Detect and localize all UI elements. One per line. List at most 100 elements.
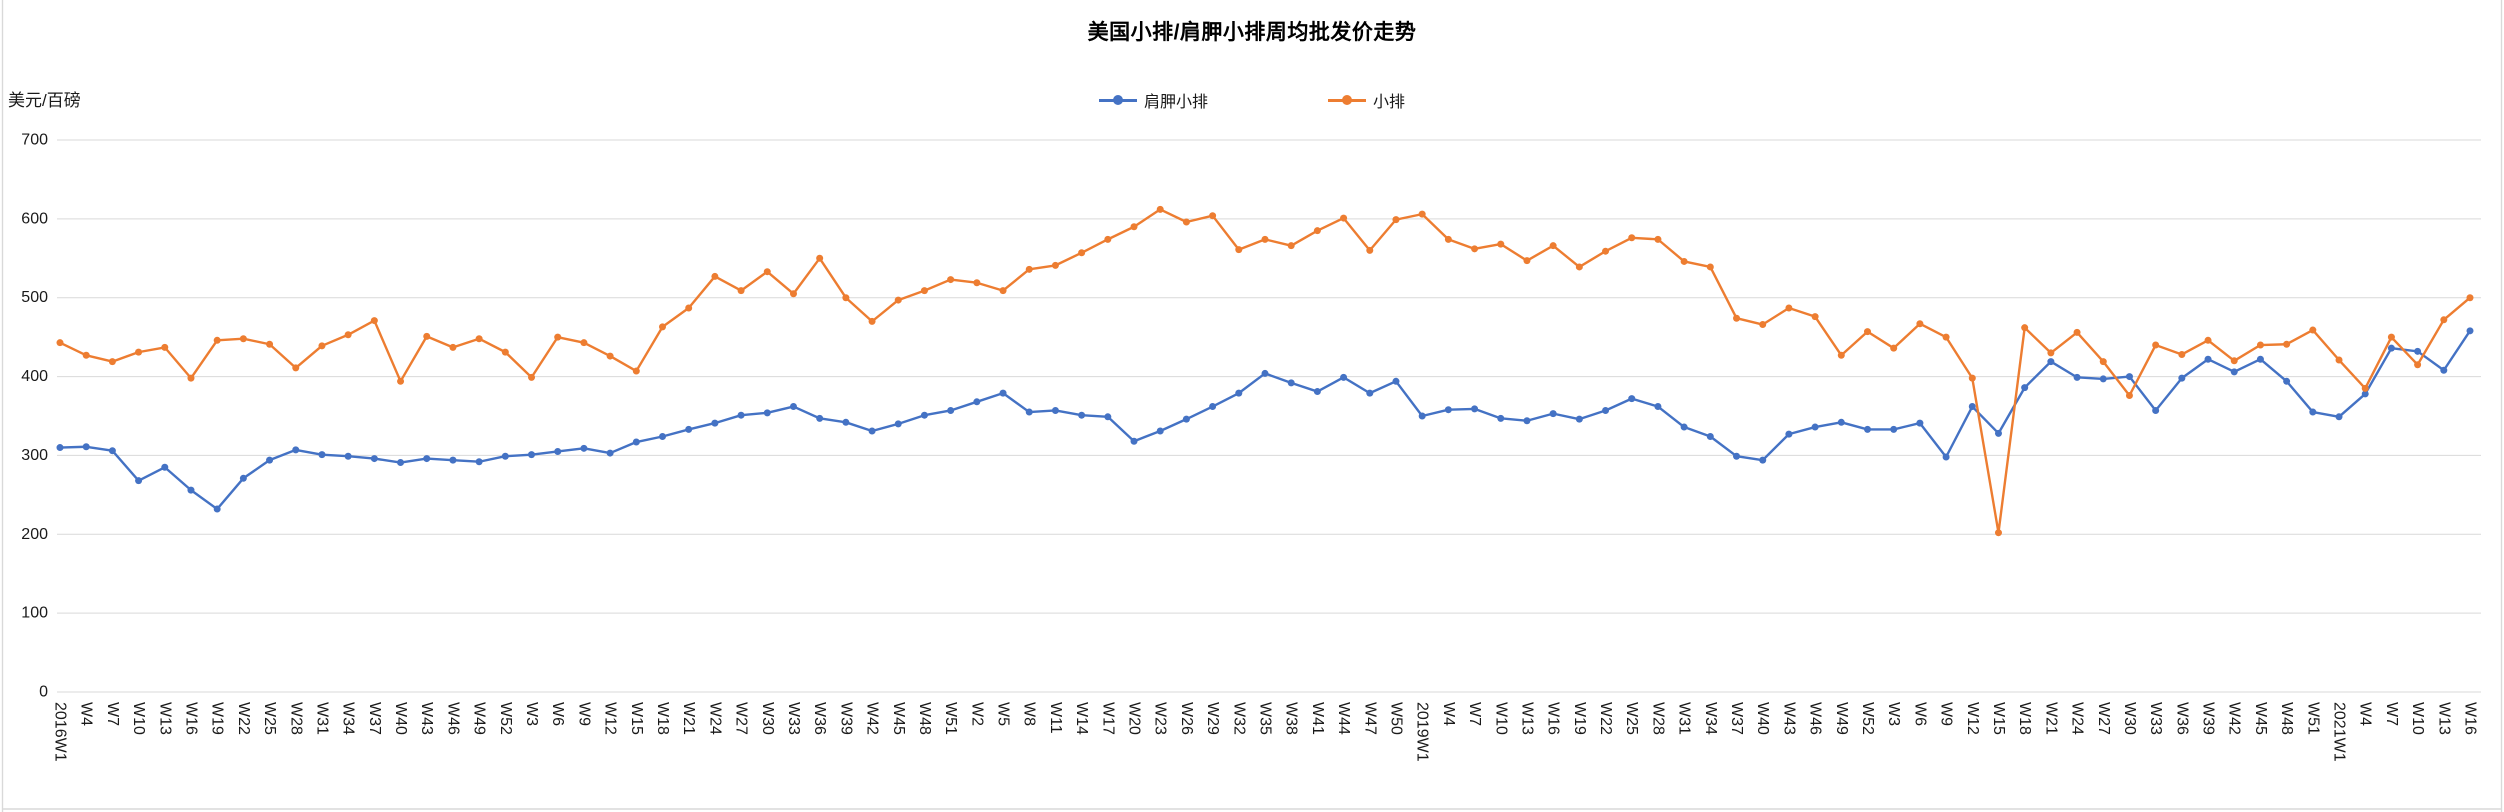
data-point-marker[interactable] bbox=[1392, 216, 1400, 224]
data-point-marker[interactable] bbox=[659, 433, 666, 441]
data-point-marker[interactable] bbox=[554, 447, 562, 455]
data-point-marker[interactable] bbox=[868, 317, 876, 325]
data-point-marker[interactable] bbox=[56, 339, 64, 347]
data-point-marker[interactable] bbox=[1051, 406, 1059, 414]
data-point-marker[interactable] bbox=[135, 477, 143, 485]
data-point-marker[interactable] bbox=[1968, 374, 1976, 382]
data-point-marker[interactable] bbox=[2178, 350, 2186, 358]
data-point-marker[interactable] bbox=[842, 294, 850, 302]
data-point-marker[interactable] bbox=[1156, 205, 1164, 213]
data-point-marker[interactable] bbox=[1366, 246, 1374, 254]
data-point-marker[interactable] bbox=[2099, 375, 2107, 383]
data-point-marker[interactable] bbox=[56, 444, 64, 452]
data-point-marker[interactable] bbox=[1575, 263, 1583, 271]
data-point-marker[interactable] bbox=[370, 317, 378, 325]
data-point-marker[interactable] bbox=[449, 343, 457, 351]
data-point-marker[interactable] bbox=[1313, 388, 1321, 396]
data-point-marker[interactable] bbox=[1025, 408, 1033, 416]
data-point-marker[interactable] bbox=[1235, 389, 1243, 397]
data-point-marker[interactable] bbox=[789, 290, 797, 298]
data-point-marker[interactable] bbox=[1340, 373, 1348, 381]
data-point-marker[interactable] bbox=[789, 403, 797, 411]
data-point-marker[interactable] bbox=[1654, 235, 1662, 243]
data-point-marker[interactable] bbox=[2335, 413, 2343, 421]
data-point-marker[interactable] bbox=[711, 419, 719, 427]
data-point-marker[interactable] bbox=[2335, 356, 2343, 364]
data-point-marker[interactable] bbox=[711, 272, 719, 280]
data-point-marker[interactable] bbox=[1628, 395, 1636, 403]
data-point-marker[interactable] bbox=[1811, 313, 1819, 321]
data-point-marker[interactable] bbox=[318, 342, 326, 350]
data-point-marker[interactable] bbox=[1733, 314, 1741, 322]
data-point-marker[interactable] bbox=[1785, 304, 1793, 312]
data-point-marker[interactable] bbox=[1418, 412, 1426, 420]
data-point-marker[interactable] bbox=[816, 254, 824, 262]
data-point-marker[interactable] bbox=[1654, 403, 1662, 411]
data-point-marker[interactable] bbox=[1759, 321, 1767, 329]
data-point-marker[interactable] bbox=[1130, 437, 1138, 445]
data-point-marker[interactable] bbox=[1444, 235, 1452, 243]
data-point-marker[interactable] bbox=[449, 456, 457, 464]
data-point-marker[interactable] bbox=[135, 348, 143, 356]
legend-item-shoulder-rib[interactable]: 肩胛小排 bbox=[1098, 88, 1208, 112]
data-point-marker[interactable] bbox=[947, 276, 955, 284]
data-point-marker[interactable] bbox=[999, 389, 1007, 397]
data-point-marker[interactable] bbox=[1628, 234, 1636, 242]
data-point-marker[interactable] bbox=[1366, 389, 1374, 397]
data-point-marker[interactable] bbox=[528, 451, 536, 459]
data-point-marker[interactable] bbox=[894, 420, 902, 428]
data-point-marker[interactable] bbox=[213, 336, 221, 344]
data-point-marker[interactable] bbox=[1130, 223, 1138, 231]
data-point-marker[interactable] bbox=[1025, 265, 1033, 273]
data-point-marker[interactable] bbox=[2204, 336, 2212, 344]
data-point-marker[interactable] bbox=[213, 505, 221, 513]
data-point-marker[interactable] bbox=[1497, 240, 1505, 248]
data-point-marker[interactable] bbox=[2047, 349, 2055, 357]
data-point-marker[interactable] bbox=[2466, 294, 2474, 302]
data-point-marker[interactable] bbox=[2361, 390, 2369, 398]
data-point-marker[interactable] bbox=[2256, 355, 2264, 363]
data-point-marker[interactable] bbox=[2178, 374, 2186, 382]
data-point-marker[interactable] bbox=[2230, 357, 2238, 365]
data-point-marker[interactable] bbox=[344, 331, 352, 339]
data-point-marker[interactable] bbox=[2073, 328, 2081, 336]
data-point-marker[interactable] bbox=[2283, 377, 2291, 385]
data-point-marker[interactable] bbox=[763, 268, 771, 276]
data-point-marker[interactable] bbox=[685, 304, 693, 312]
data-point-marker[interactable] bbox=[1890, 344, 1898, 352]
data-point-marker[interactable] bbox=[1418, 210, 1426, 218]
data-point-marker[interactable] bbox=[475, 458, 483, 466]
data-point-marker[interactable] bbox=[1680, 257, 1688, 265]
data-point-marker[interactable] bbox=[1340, 214, 1348, 222]
data-point-marker[interactable] bbox=[2256, 341, 2264, 349]
data-point-marker[interactable] bbox=[344, 452, 352, 460]
data-point-marker[interactable] bbox=[2047, 358, 2055, 366]
data-point-marker[interactable] bbox=[947, 406, 955, 414]
data-point-marker[interactable] bbox=[397, 459, 405, 467]
data-point-marker[interactable] bbox=[1706, 263, 1714, 271]
data-point-marker[interactable] bbox=[1837, 418, 1845, 426]
data-point-marker[interactable] bbox=[1156, 427, 1164, 435]
data-point-marker[interactable] bbox=[1182, 415, 1190, 423]
data-point-marker[interactable] bbox=[1968, 403, 1976, 411]
data-point-marker[interactable] bbox=[2099, 358, 2107, 366]
data-point-marker[interactable] bbox=[1785, 430, 1793, 438]
data-point-marker[interactable] bbox=[1575, 415, 1583, 423]
data-point-marker[interactable] bbox=[423, 455, 431, 463]
data-point-marker[interactable] bbox=[580, 339, 588, 347]
data-point-marker[interactable] bbox=[1916, 419, 1924, 427]
data-point-marker[interactable] bbox=[2309, 326, 2317, 334]
data-point-marker[interactable] bbox=[685, 425, 693, 433]
data-point-marker[interactable] bbox=[1104, 413, 1112, 421]
data-point-marker[interactable] bbox=[1864, 425, 1871, 433]
data-point-marker[interactable] bbox=[1942, 453, 1950, 461]
data-point-marker[interactable] bbox=[920, 411, 928, 419]
data-point-marker[interactable] bbox=[1549, 410, 1557, 418]
data-point-marker[interactable] bbox=[1890, 425, 1898, 433]
data-point-marker[interactable] bbox=[187, 374, 195, 382]
data-point-marker[interactable] bbox=[737, 411, 745, 419]
data-point-marker[interactable] bbox=[1313, 227, 1321, 235]
data-point-marker[interactable] bbox=[1261, 369, 1269, 377]
data-point-marker[interactable] bbox=[1078, 411, 1086, 419]
data-point-marker[interactable] bbox=[973, 279, 981, 287]
